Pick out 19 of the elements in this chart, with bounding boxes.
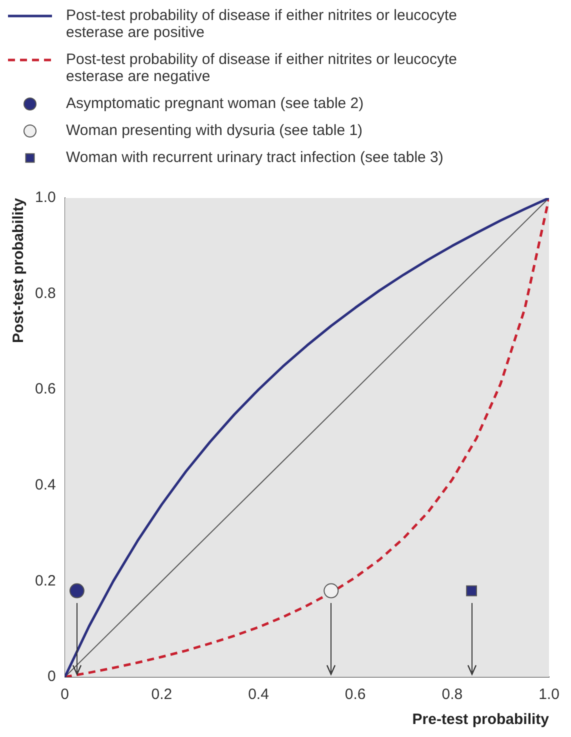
x-tick-label: 1.0	[538, 686, 560, 704]
y-tick-label: 0.4	[34, 476, 56, 494]
legend-label: Post-test probability of disease if either nitrites or leucocyte esterase are negative	[66, 51, 458, 86]
x-tick-label: 0	[60, 686, 70, 704]
x-tick-label: 0.2	[151, 686, 172, 704]
y-tick-label: 0.8	[34, 284, 56, 302]
y-tick-label: 0.6	[34, 380, 56, 398]
legend-label: Post-test probability of disease if either nitrites or leucocyte esterase are positive	[66, 7, 458, 42]
legend-label: Asymptomatic pregnant woman (see table 2)	[66, 95, 364, 112]
y-tick-label: 0.2	[34, 572, 56, 590]
x-tick-label: 0.6	[344, 686, 366, 704]
x-axis-title: Pre-test probability	[412, 711, 550, 728]
legend-label: Woman with recurrent urinary tract infection (see table 3)	[66, 149, 444, 166]
x-tick-label: 0.8	[442, 686, 463, 704]
legend-label: Woman presenting with dysuria (see table 1)	[66, 122, 363, 140]
y-axis-title: Post-test probability	[10, 197, 28, 344]
y-tick-label: 0	[48, 668, 56, 686]
y-tick-label: 1.0	[34, 189, 56, 206]
x-tick-label: 0.4	[248, 686, 269, 704]
